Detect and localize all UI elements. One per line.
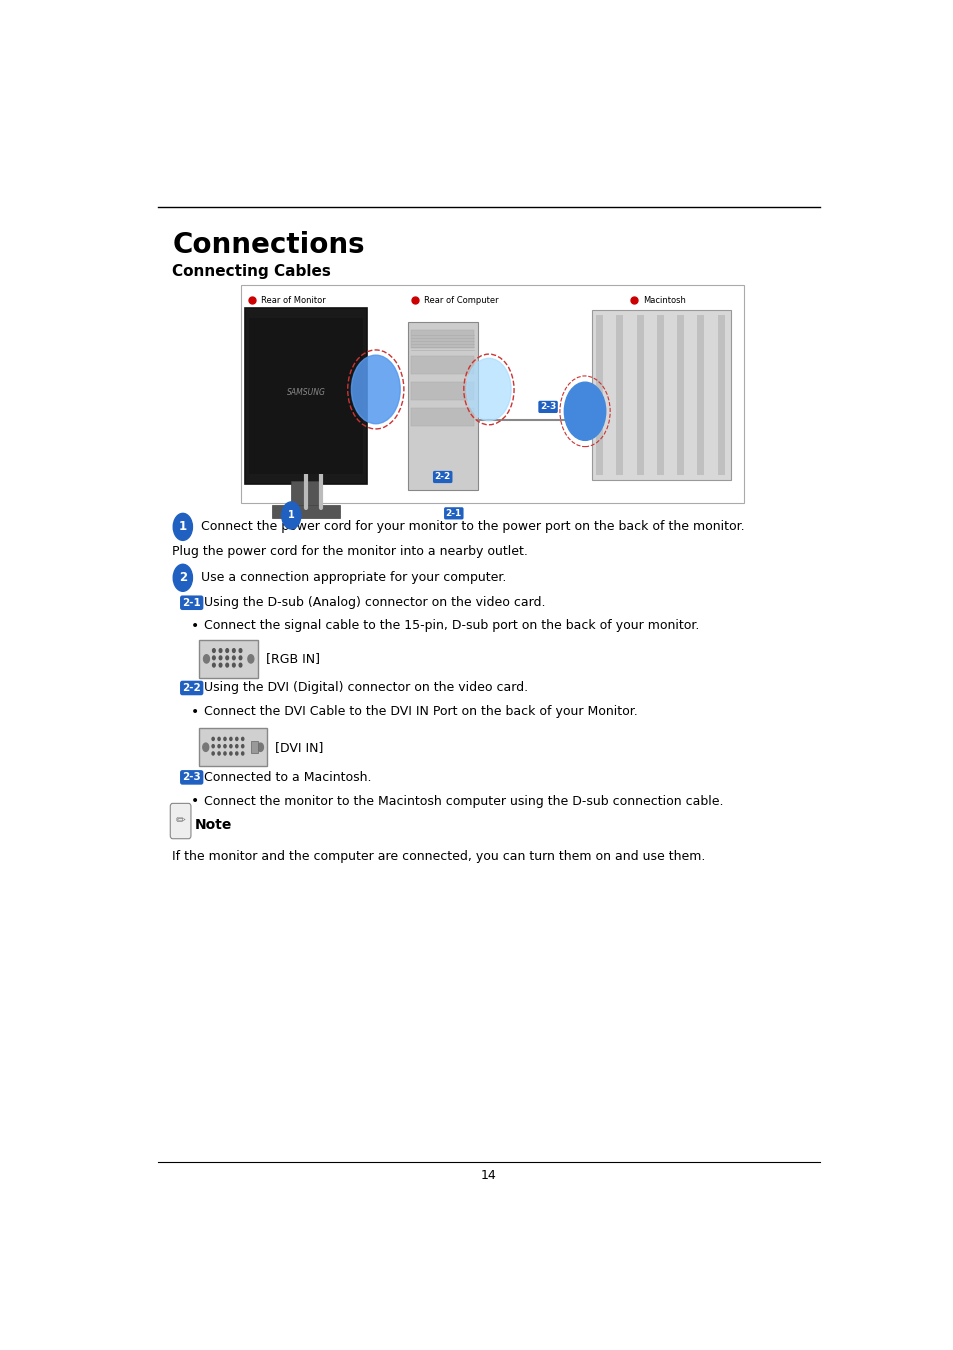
FancyBboxPatch shape <box>245 308 367 485</box>
Circle shape <box>233 656 235 660</box>
FancyBboxPatch shape <box>241 285 743 504</box>
Text: Connected to a Macintosh.: Connected to a Macintosh. <box>204 771 372 784</box>
Text: Connect the signal cable to the 15-pin, D-sub port on the back of your monitor.: Connect the signal cable to the 15-pin, … <box>204 620 699 632</box>
Text: SAMSUNG: SAMSUNG <box>286 387 325 397</box>
Text: Connect the power cord for your monitor to the power port on the back of the mon: Connect the power cord for your monitor … <box>200 520 743 533</box>
Text: ✏: ✏ <box>175 814 186 828</box>
Circle shape <box>230 745 232 748</box>
Text: Note: Note <box>194 818 232 832</box>
Circle shape <box>241 752 244 755</box>
FancyBboxPatch shape <box>199 728 267 767</box>
Circle shape <box>219 656 222 660</box>
Circle shape <box>235 745 237 748</box>
Circle shape <box>230 737 232 741</box>
FancyBboxPatch shape <box>249 319 363 474</box>
Circle shape <box>248 655 253 663</box>
FancyBboxPatch shape <box>677 315 683 475</box>
Text: 2-2: 2-2 <box>435 472 451 482</box>
FancyBboxPatch shape <box>411 408 474 427</box>
Circle shape <box>173 513 193 540</box>
Circle shape <box>226 649 229 652</box>
Circle shape <box>351 355 400 424</box>
FancyBboxPatch shape <box>291 481 320 508</box>
Text: Connect the monitor to the Macintosh computer using the D-sub connection cable.: Connect the monitor to the Macintosh com… <box>204 795 723 807</box>
Text: 2-2: 2-2 <box>182 683 201 693</box>
FancyBboxPatch shape <box>411 329 474 348</box>
Circle shape <box>226 663 229 667</box>
FancyBboxPatch shape <box>411 382 474 401</box>
Text: 2-3: 2-3 <box>539 402 556 412</box>
Text: •: • <box>192 618 199 633</box>
Circle shape <box>219 663 222 667</box>
FancyBboxPatch shape <box>170 803 191 838</box>
Text: If the monitor and the computer are connected, you can turn them on and use them: If the monitor and the computer are conn… <box>172 850 705 863</box>
Circle shape <box>241 745 244 748</box>
Text: Rear of Monitor: Rear of Monitor <box>261 296 326 305</box>
Text: •: • <box>192 705 199 720</box>
FancyBboxPatch shape <box>407 323 477 490</box>
Circle shape <box>241 737 244 741</box>
Circle shape <box>212 745 214 748</box>
Text: Connections: Connections <box>172 231 365 259</box>
Circle shape <box>213 663 215 667</box>
Text: Using the D-sub (Analog) connector on the video card.: Using the D-sub (Analog) connector on th… <box>204 597 545 609</box>
Circle shape <box>564 382 605 440</box>
Text: Macintosh: Macintosh <box>642 296 685 305</box>
Circle shape <box>235 752 237 755</box>
FancyBboxPatch shape <box>717 315 724 475</box>
FancyBboxPatch shape <box>616 315 623 475</box>
Circle shape <box>257 743 263 752</box>
Circle shape <box>173 564 193 591</box>
Circle shape <box>213 649 215 652</box>
FancyBboxPatch shape <box>657 315 663 475</box>
Text: 1: 1 <box>288 510 294 521</box>
Text: 1: 1 <box>178 520 187 533</box>
Circle shape <box>235 737 237 741</box>
Circle shape <box>281 502 300 529</box>
Text: •: • <box>192 794 199 809</box>
Circle shape <box>226 656 229 660</box>
Text: Plug the power cord for the monitor into a nearby outlet.: Plug the power cord for the monitor into… <box>172 545 528 559</box>
Circle shape <box>230 752 232 755</box>
Circle shape <box>212 752 214 755</box>
Circle shape <box>213 656 215 660</box>
Circle shape <box>203 743 209 752</box>
Circle shape <box>217 745 220 748</box>
Text: Using the DVI (Digital) connector on the video card.: Using the DVI (Digital) connector on the… <box>204 682 528 694</box>
Circle shape <box>219 649 222 652</box>
Text: 2-1: 2-1 <box>445 509 461 518</box>
Circle shape <box>212 737 214 741</box>
Circle shape <box>217 737 220 741</box>
Circle shape <box>239 656 241 660</box>
Circle shape <box>217 752 220 755</box>
FancyBboxPatch shape <box>272 505 339 517</box>
Circle shape <box>224 745 226 748</box>
Circle shape <box>239 649 241 652</box>
FancyBboxPatch shape <box>251 741 258 753</box>
FancyBboxPatch shape <box>636 315 643 475</box>
Text: Use a connection appropriate for your computer.: Use a connection appropriate for your co… <box>200 571 505 585</box>
Text: [RGB IN]: [RGB IN] <box>265 652 319 666</box>
Circle shape <box>239 663 241 667</box>
Text: 14: 14 <box>480 1169 497 1183</box>
Text: 2-3: 2-3 <box>182 772 201 783</box>
Text: Connecting Cables: Connecting Cables <box>172 263 331 278</box>
Text: [DVI IN]: [DVI IN] <box>274 741 322 753</box>
Text: Connect the DVI Cable to the DVI IN Port on the back of your Monitor.: Connect the DVI Cable to the DVI IN Port… <box>204 706 638 718</box>
Text: 2-1: 2-1 <box>182 598 201 608</box>
FancyBboxPatch shape <box>411 355 474 374</box>
FancyBboxPatch shape <box>592 309 731 481</box>
Circle shape <box>224 737 226 741</box>
Text: Rear of Computer: Rear of Computer <box>423 296 498 305</box>
Circle shape <box>466 358 511 421</box>
Circle shape <box>233 649 235 652</box>
FancyBboxPatch shape <box>697 315 703 475</box>
Text: 2: 2 <box>178 571 187 585</box>
Circle shape <box>224 752 226 755</box>
Circle shape <box>203 655 210 663</box>
FancyBboxPatch shape <box>199 640 258 678</box>
FancyBboxPatch shape <box>596 315 602 475</box>
Circle shape <box>233 663 235 667</box>
